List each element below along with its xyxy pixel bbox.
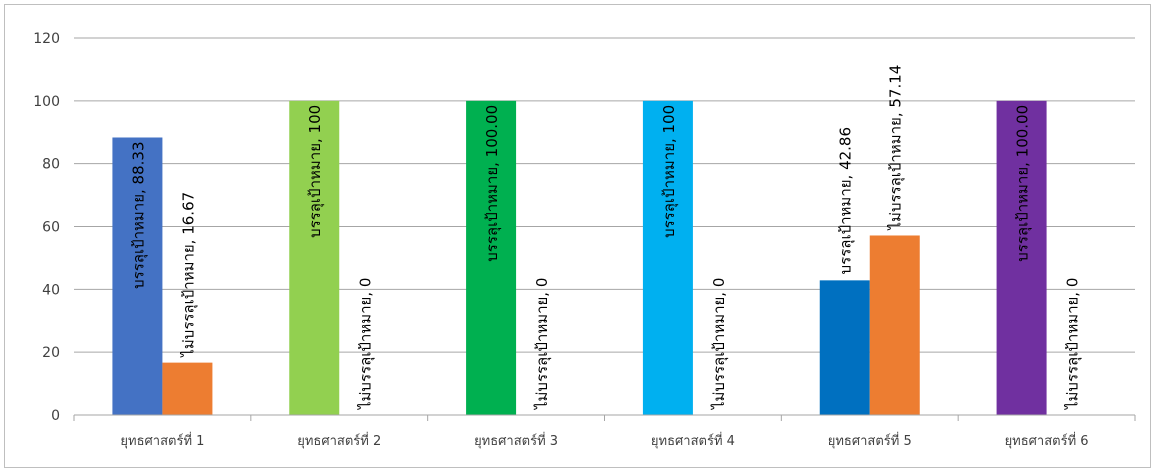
data-label-achieved: บรรลุเป้าหมาย, 100 [306, 105, 325, 238]
bar-achieved [642, 100, 693, 415]
data-labels: บรรลุเป้าหมาย, 88.33 บรรลุเป้าหมาย, 100 บร… [129, 65, 1082, 410]
y-axis-tick-labels: 0 20 40 60 80 100 120 [33, 31, 60, 424]
data-label-achieved: บรรลุเป้าหมาย, 42.86 [837, 127, 856, 274]
y-tick-label: 80 [42, 157, 60, 173]
x-category-label: ยุทธศาสตร์ที่ 2 [297, 432, 381, 449]
data-label-not-achieved: ไม่บรรลุเป้าหมาย, 57.14 [887, 65, 906, 231]
x-category-label: ยุทธศาสตร์ที่ 1 [120, 432, 204, 449]
bars [112, 100, 1047, 415]
chart-frame: 0 20 40 60 80 100 120 ยุทธศาสตร์ที่ 1 ยุทธศาสตร… [4, 4, 1151, 468]
x-category-label: ยุทธศาสตร์ที่ 3 [474, 432, 558, 449]
data-label-not-achieved: ไม่บรรลุเป้าหมาย, 0 [710, 278, 729, 410]
data-label-achieved: บรรลุเป้าหมาย, 100 [660, 105, 679, 238]
x-axis-category-labels: ยุทธศาสตร์ที่ 1 ยุทธศาสตร์ที่ 2 ยุทธศาสตร์… [120, 432, 1088, 449]
data-label-achieved: บรรลุเป้าหมาย, 100.00 [1014, 105, 1033, 262]
y-tick-label: 100 [33, 94, 60, 110]
bar-achieved [996, 100, 1047, 415]
data-label-not-achieved: ไม่บรรลุเป้าหมาย, 16.67 [179, 192, 198, 358]
data-label-achieved: บรรลุเป้าหมาย, 88.33 [129, 141, 148, 288]
bar-not-achieved [162, 362, 213, 415]
y-tick-label: 60 [42, 220, 60, 236]
x-category-label: ยุทธศาสตร์ที่ 6 [1005, 432, 1089, 449]
x-category-label: ยุทธศาสตร์ที่ 5 [828, 432, 912, 449]
data-label-achieved: บรรลุเป้าหมาย, 100.00 [483, 105, 502, 262]
bar-achieved [819, 280, 870, 415]
bar-achieved [289, 100, 340, 415]
y-tick-label: 0 [51, 408, 60, 424]
bar-not-achieved [869, 235, 920, 415]
y-tick-label: 20 [42, 345, 60, 361]
data-label-not-achieved: ไม่บรรลุเป้าหมาย, 0 [533, 278, 552, 410]
gridlines [74, 37, 1135, 353]
x-axis [73, 414, 1136, 421]
bar-achieved [466, 100, 517, 415]
bar-achieved [112, 137, 163, 415]
data-label-not-achieved: ไม่บรรลุเป้าหมาย, 0 [1064, 278, 1083, 410]
y-tick-label: 40 [42, 282, 60, 298]
y-tick-label: 120 [33, 31, 60, 47]
x-category-label: ยุทธศาสตร์ที่ 4 [651, 432, 735, 449]
data-label-not-achieved: ไม่บรรลุเป้าหมาย, 0 [356, 278, 375, 410]
